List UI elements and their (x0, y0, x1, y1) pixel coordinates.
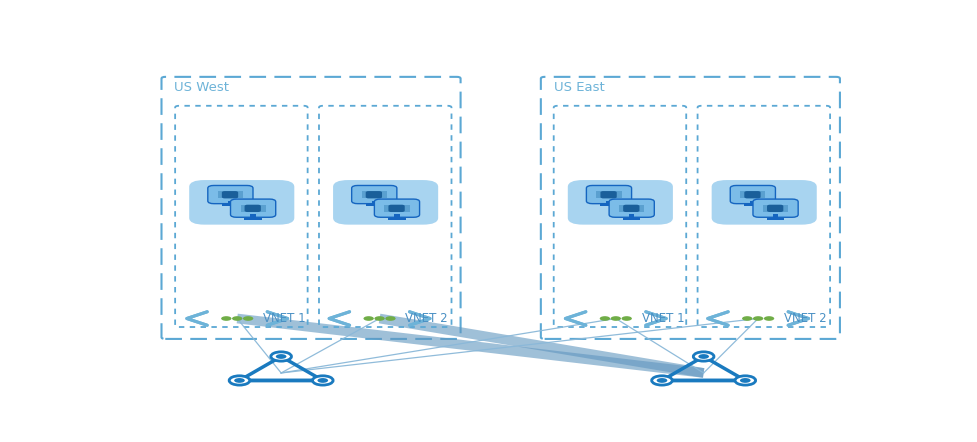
Circle shape (694, 352, 714, 361)
FancyBboxPatch shape (763, 205, 788, 212)
Bar (395, 214, 400, 219)
Bar (750, 201, 755, 205)
FancyBboxPatch shape (333, 180, 438, 225)
Text: US East: US East (554, 81, 605, 94)
Circle shape (699, 354, 709, 359)
Bar (623, 218, 640, 220)
Circle shape (318, 378, 328, 383)
Bar (244, 218, 262, 220)
FancyBboxPatch shape (208, 186, 253, 204)
Circle shape (385, 316, 396, 321)
Circle shape (735, 376, 755, 385)
FancyBboxPatch shape (609, 199, 655, 217)
Circle shape (230, 376, 250, 385)
FancyBboxPatch shape (586, 186, 631, 204)
Bar (629, 214, 634, 219)
Circle shape (753, 316, 763, 321)
FancyBboxPatch shape (384, 205, 409, 212)
Circle shape (374, 316, 385, 321)
Circle shape (743, 316, 752, 321)
FancyBboxPatch shape (619, 205, 644, 212)
Circle shape (276, 354, 286, 359)
Circle shape (621, 316, 632, 321)
FancyBboxPatch shape (741, 191, 765, 198)
Bar (600, 205, 617, 206)
Text: VNET 1: VNET 1 (263, 312, 306, 325)
FancyBboxPatch shape (218, 191, 243, 198)
Circle shape (232, 316, 242, 321)
FancyBboxPatch shape (568, 180, 673, 225)
FancyBboxPatch shape (374, 199, 419, 217)
FancyBboxPatch shape (361, 191, 387, 198)
Bar (388, 218, 405, 220)
FancyBboxPatch shape (767, 205, 784, 212)
Bar (607, 201, 612, 205)
FancyBboxPatch shape (352, 186, 397, 204)
Circle shape (234, 378, 245, 383)
Circle shape (652, 376, 672, 385)
Circle shape (600, 316, 610, 321)
Bar (773, 214, 779, 219)
Text: US West: US West (174, 81, 230, 94)
Circle shape (221, 316, 232, 321)
FancyBboxPatch shape (365, 191, 382, 198)
Bar (744, 205, 761, 206)
Circle shape (764, 316, 774, 321)
FancyBboxPatch shape (601, 191, 616, 198)
Bar (250, 214, 256, 219)
Text: VNET 2: VNET 2 (784, 312, 827, 325)
FancyBboxPatch shape (240, 205, 266, 212)
Circle shape (657, 378, 667, 383)
FancyBboxPatch shape (730, 186, 776, 204)
Bar (228, 201, 234, 205)
Circle shape (313, 376, 333, 385)
Circle shape (611, 316, 621, 321)
FancyBboxPatch shape (596, 191, 621, 198)
Circle shape (271, 352, 291, 361)
FancyBboxPatch shape (744, 191, 761, 198)
Text: VNET 1: VNET 1 (642, 312, 684, 325)
Circle shape (740, 378, 750, 383)
FancyBboxPatch shape (389, 205, 404, 212)
FancyBboxPatch shape (231, 199, 276, 217)
FancyBboxPatch shape (244, 205, 261, 212)
Bar (222, 205, 239, 206)
FancyBboxPatch shape (753, 199, 798, 217)
Circle shape (363, 316, 374, 321)
Bar (767, 218, 785, 220)
Bar (365, 205, 383, 206)
FancyBboxPatch shape (222, 191, 238, 198)
FancyBboxPatch shape (190, 180, 294, 225)
Circle shape (243, 316, 253, 321)
Bar (371, 201, 377, 205)
Text: VNET 2: VNET 2 (405, 312, 447, 325)
FancyBboxPatch shape (711, 180, 817, 225)
FancyBboxPatch shape (623, 205, 640, 212)
